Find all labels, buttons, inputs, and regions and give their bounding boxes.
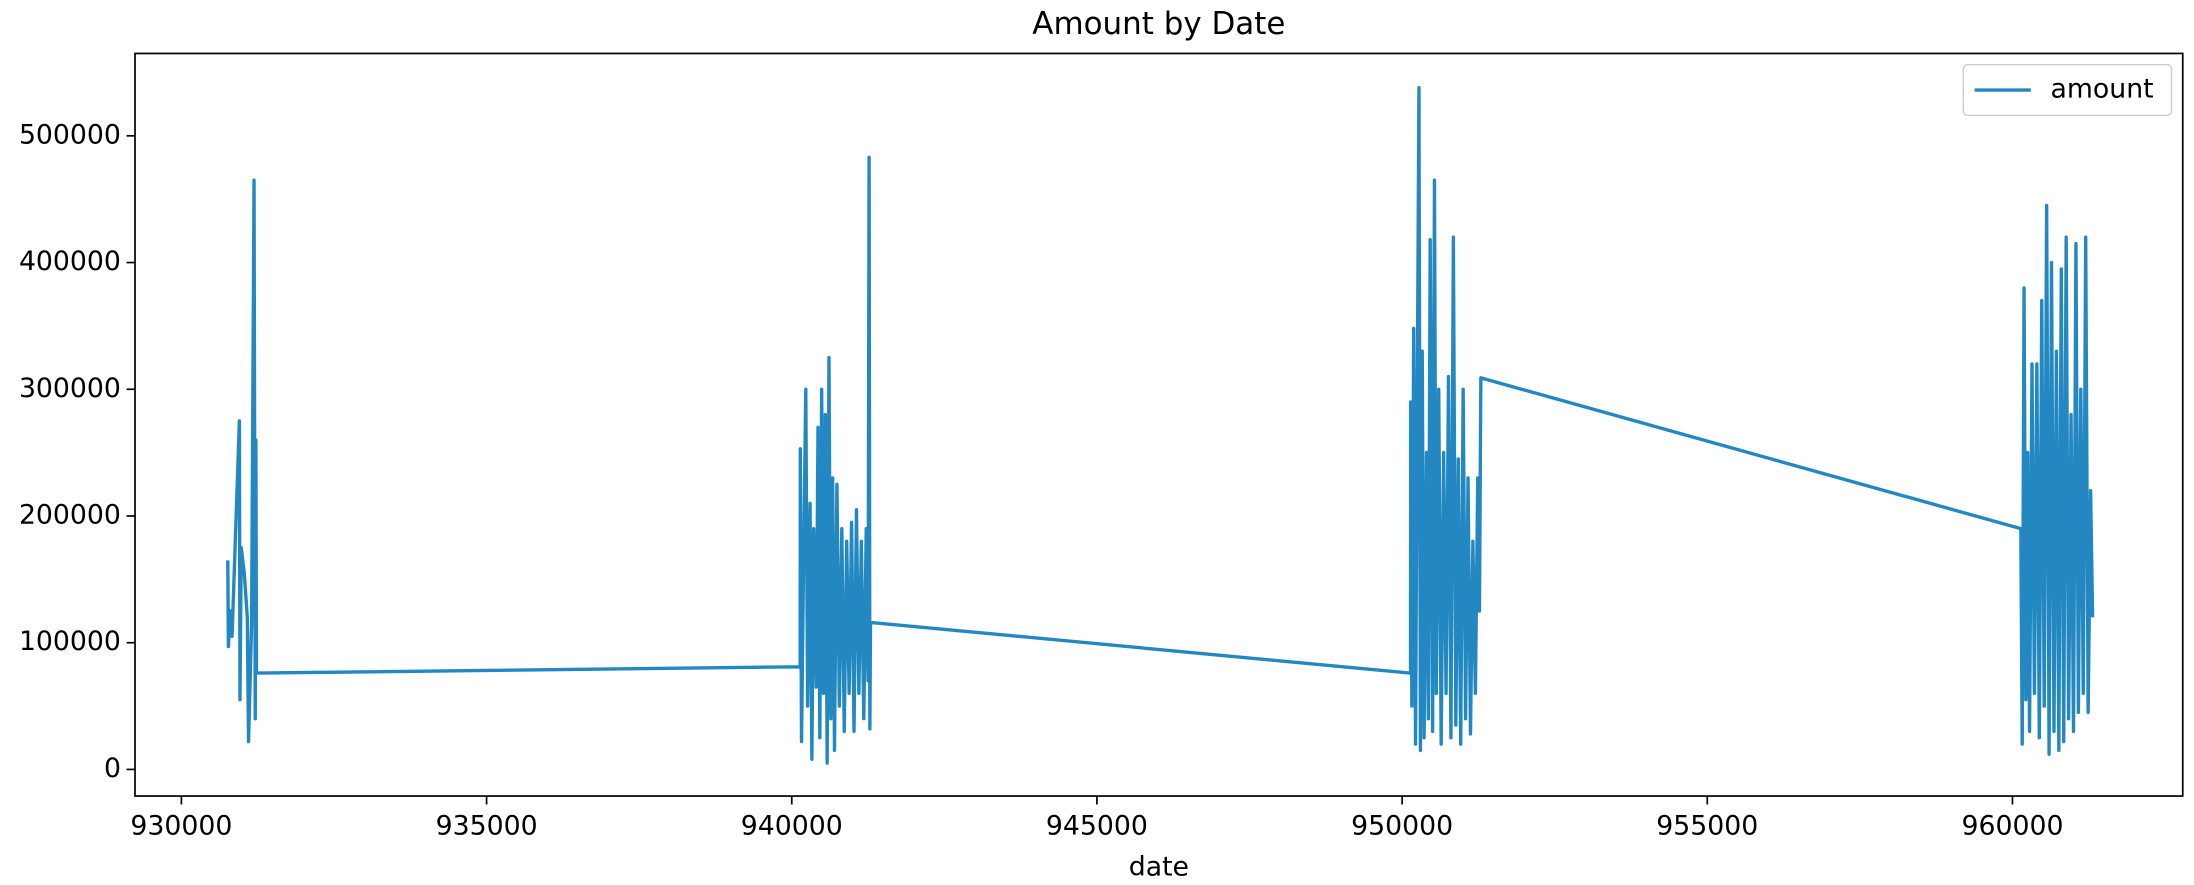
legend-label: amount (2051, 74, 2154, 105)
x-tick-label: 945000 (1046, 810, 1148, 841)
plot-frame (134, 52, 2184, 797)
data-line (226, 85, 2095, 765)
y-tick-label: 400000 (19, 246, 121, 277)
y-tick-label: 200000 (19, 499, 121, 530)
x-tick-label: 955000 (1656, 810, 1758, 841)
y-tick-label: 0 (104, 753, 121, 784)
x-axis-label: date (1129, 851, 1189, 881)
chart-title: Amount by Date (1032, 6, 1285, 42)
legend-box (1962, 64, 2173, 117)
x-tick-label: 930000 (130, 810, 232, 841)
y-tick-label: 100000 (19, 626, 121, 657)
y-tick-label: 500000 (19, 119, 121, 150)
x-tick-label: 950000 (1351, 810, 1453, 841)
x-tick-label: 940000 (741, 810, 843, 841)
x-tick-label: 960000 (1961, 810, 2063, 841)
x-tick-label: 935000 (436, 810, 538, 841)
y-tick-label: 300000 (19, 373, 121, 404)
